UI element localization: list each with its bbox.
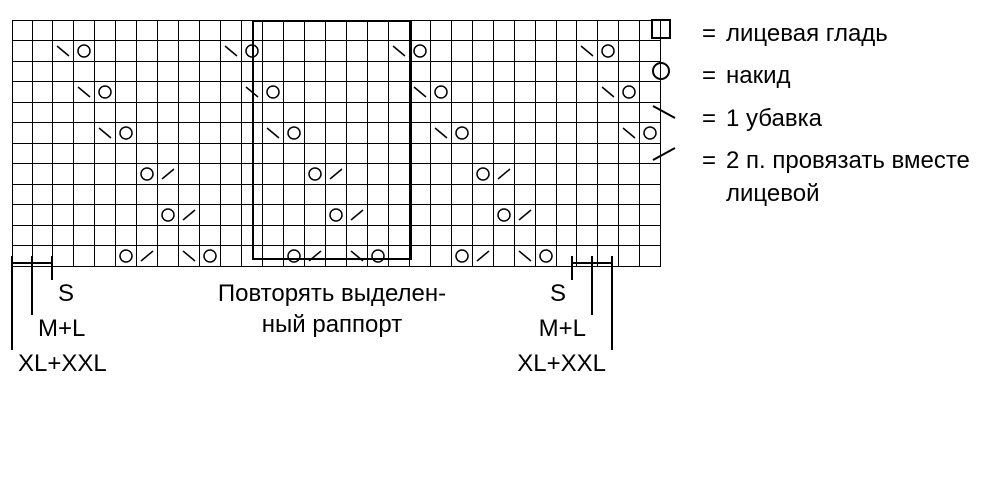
- legend-row: = накид: [650, 60, 986, 92]
- repeat-caption: Повторять выделен- ный раппорт: [192, 278, 472, 340]
- legend-row: = 1 убавка: [650, 103, 986, 135]
- legend: = лицевая гладь = накид = 1 убавка = 2 п…: [650, 18, 986, 220]
- chart-area: SM+LXL+XXL SM+LXL+XXL Повторять выделен-…: [12, 20, 661, 267]
- square-icon: [650, 18, 692, 50]
- equals-sign: =: [692, 103, 726, 135]
- legend-row: = лицевая гладь: [650, 18, 986, 50]
- grid-cell: [640, 246, 661, 267]
- size-label: S: [550, 280, 566, 308]
- legend-text: накид: [726, 60, 791, 92]
- size-markers-right: S M+L XL+XXL: [12, 20, 632, 400]
- size-label: M+L: [539, 315, 586, 343]
- equals-sign: =: [692, 145, 726, 210]
- grid-cell: [640, 226, 661, 246]
- legend-text: 1 убавка: [726, 103, 822, 135]
- slash-icon: [650, 145, 692, 210]
- equals-sign: =: [692, 18, 726, 50]
- size-label: XL+XXL: [517, 350, 606, 378]
- equals-sign: =: [692, 60, 726, 92]
- circle-icon: [650, 60, 692, 92]
- legend-text: 2 п. провязать вместе лицевой: [726, 145, 986, 210]
- legend-text: лицевая гладь: [726, 18, 888, 50]
- backslash-icon: [650, 103, 692, 135]
- legend-row: = 2 п. провязать вместе лицевой: [650, 145, 986, 210]
- caption-line-2: ный раппорт: [262, 311, 402, 338]
- caption-line-1: Повторять выделен-: [218, 280, 446, 307]
